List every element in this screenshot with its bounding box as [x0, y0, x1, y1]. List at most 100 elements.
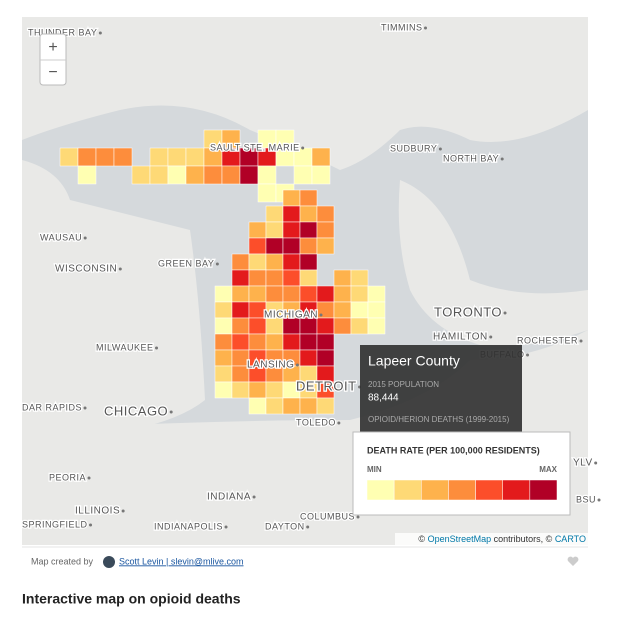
tooltip: [360, 345, 522, 433]
place-dot: [594, 461, 598, 465]
county: [231, 317, 250, 335]
legend-swatch: [421, 479, 449, 501]
legend: [352, 431, 571, 516]
county: [149, 147, 169, 167]
place-dot: [337, 421, 341, 425]
county: [231, 269, 250, 287]
place-label: ILLINOIS: [75, 506, 120, 517]
legend-swatch: [529, 479, 558, 501]
zoom-out[interactable]: −: [48, 64, 57, 81]
legend-min: MIN: [367, 465, 382, 474]
place-label: CHICAGO: [104, 403, 168, 418]
county: [248, 221, 267, 239]
county: [231, 333, 250, 351]
county: [282, 189, 301, 207]
county: [248, 269, 267, 287]
county: [248, 285, 267, 303]
place-label: WISCONSIN: [55, 264, 117, 275]
place-dot: [438, 147, 442, 151]
place-label: TIMMINS: [381, 22, 423, 32]
place-label: SUDBURY: [390, 143, 437, 153]
place-label: DAR RAPIDS: [22, 402, 82, 412]
osm-link[interactable]: OpenStreetMap: [428, 534, 492, 544]
county: [350, 301, 369, 319]
county: [282, 221, 301, 239]
county: [214, 381, 233, 399]
county: [265, 269, 284, 287]
county: [316, 285, 335, 303]
county: [167, 147, 187, 167]
county: [95, 147, 115, 167]
county: [282, 397, 301, 415]
place-label: ROCHESTER: [517, 335, 578, 345]
county: [299, 397, 318, 415]
county: [316, 317, 335, 335]
place-dot: [356, 515, 360, 519]
county: [77, 165, 97, 185]
county: [367, 317, 386, 335]
legend-swatch: [502, 479, 531, 501]
county: [257, 165, 277, 185]
county: [167, 165, 187, 185]
county: [299, 333, 318, 351]
county: [214, 317, 233, 335]
county: [299, 221, 318, 239]
place-dot: [489, 335, 493, 339]
heading: Interactive map on opioid deaths: [22, 591, 241, 607]
author-link[interactable]: Scott Levin | slevin@mlive.com: [119, 556, 244, 566]
county: [293, 165, 313, 185]
like-icon[interactable]: [567, 556, 579, 566]
place-dot: [252, 495, 256, 499]
county: [282, 205, 301, 223]
county: [299, 349, 318, 367]
place-label: MICHIGAN: [264, 310, 318, 321]
county: [316, 333, 335, 351]
zoom-in[interactable]: +: [48, 39, 57, 56]
county: [333, 317, 352, 335]
place-dot: [83, 406, 87, 410]
county: [149, 165, 169, 185]
county: [265, 253, 284, 271]
county: [265, 381, 284, 399]
tooltip-title: Lapeer County: [368, 353, 460, 369]
counties: [59, 129, 386, 415]
place-label: TORONTO: [434, 304, 502, 319]
county: [221, 165, 241, 185]
county: [350, 317, 369, 335]
county: [265, 237, 284, 255]
county: [333, 269, 352, 287]
legend-swatch: [448, 479, 476, 501]
carto-link[interactable]: CARTO: [555, 534, 586, 544]
attribution-mid: contributors, ©: [494, 534, 553, 544]
county: [316, 221, 335, 239]
place-label: NORTH BAY: [443, 153, 499, 163]
land-ontario: [398, 180, 588, 346]
author-icon: [103, 556, 115, 568]
land-north: [22, 17, 588, 170]
place-dot: [118, 267, 122, 271]
county: [299, 285, 318, 303]
county: [231, 253, 250, 271]
county: [282, 253, 301, 271]
place-label: SPRINGFIELD: [22, 519, 88, 529]
place-dot: [215, 262, 219, 266]
place-label: BSU: [576, 494, 596, 504]
county: [248, 381, 267, 399]
legend-title: DEATH RATE (PER 100,000 RESIDENTS): [367, 445, 540, 455]
place-dot: [500, 157, 504, 161]
place-label: TOLEDO: [296, 417, 336, 427]
county: [282, 333, 301, 351]
place-dot: [306, 525, 310, 529]
county: [59, 147, 79, 167]
county: [231, 381, 250, 399]
place-dot: [503, 311, 507, 315]
county: [239, 165, 259, 185]
county: [282, 285, 301, 303]
tooltip-value: 88,444: [368, 393, 399, 404]
county: [316, 397, 335, 415]
county: [214, 333, 233, 351]
place-label: MILWAUKEE: [96, 342, 154, 352]
attribution: © OpenStreetMap contributors, © CARTO: [418, 534, 586, 544]
tooltip-label: OPIOID/HERION DEATHS (1999-2015): [368, 415, 510, 424]
